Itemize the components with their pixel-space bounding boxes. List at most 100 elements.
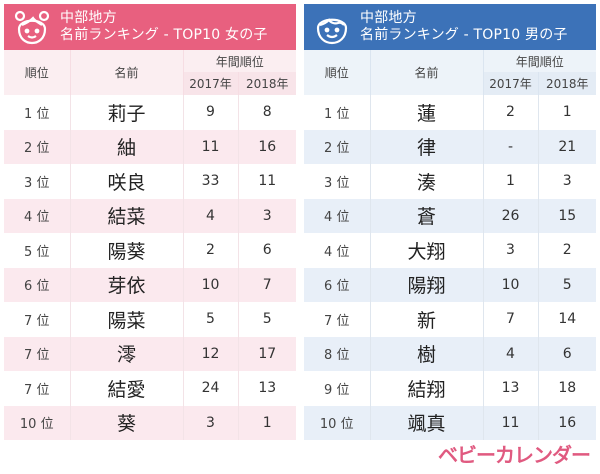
girls-ranking-panel: 中部地方 名前ランキング - TOP10 女の子 順位 名前 年間順位 2017… — [4, 4, 297, 440]
rank-2018-cell: 1 — [238, 405, 297, 440]
rank-2017-cell: 4 — [183, 198, 239, 233]
name-cell: 陽翔 — [370, 267, 484, 302]
name-cell: 陽菜 — [70, 302, 184, 337]
header-name: 名前 — [370, 50, 484, 95]
table-row: 1 位莉子 9 8 — [4, 95, 296, 130]
header-annual-rank: 年間順位 — [483, 50, 597, 72]
rank-2017-cell: 13 — [483, 371, 539, 406]
boys-ranking-panel: 中部地方 名前ランキング - TOP10 男の子 順位 名前 年間順位 2017… — [304, 4, 597, 440]
girl-face-icon — [14, 10, 50, 45]
table-row: 6 位芽依 10 7 — [4, 267, 297, 302]
header-rank: 順位 — [4, 50, 71, 95]
header-annual-rank: 年間順位 — [183, 50, 297, 72]
rank-2017-cell: 4 — [483, 336, 539, 371]
name-cell: 芽依 — [70, 267, 184, 302]
rank-2018-cell: 3 — [238, 198, 297, 233]
rank-cell: 6 位 — [304, 267, 371, 302]
name-cell: 蒼 — [370, 198, 484, 233]
name-cell: 樹 — [370, 336, 484, 371]
rank-2017-cell: 10 — [183, 267, 239, 302]
rank-cell: 4 位 — [304, 233, 371, 268]
table-row: 4 位結菜 4 3 — [4, 198, 297, 233]
rank-2017-cell: 2 — [183, 233, 239, 268]
rank-cell: 4 位 — [4, 198, 71, 233]
rank-2018-cell: 17 — [238, 336, 297, 371]
table-row: 2 位律 -21 — [304, 129, 597, 164]
rank-2017-cell: 3 — [483, 233, 539, 268]
rank-cell: 7 位 — [304, 302, 371, 337]
rank-cell: 10 位 — [304, 405, 371, 440]
name-cell: 紬 — [70, 129, 184, 164]
rank-2018-cell: 16 — [538, 405, 597, 440]
rank-2018-cell: 5 — [538, 267, 597, 302]
boys-title-subtitle: 名前ランキング - TOP10 男の子 — [360, 27, 568, 43]
rank-2017-cell: 11 — [183, 129, 239, 164]
table-row: 10 位颯真 11 16 — [304, 405, 597, 440]
girls-title-region: 中部地方 — [60, 10, 117, 26]
rank-2018-cell: 15 — [538, 198, 597, 233]
table-row: 2 位紬 11 16 — [4, 129, 297, 164]
rank-cell: 3 位 — [4, 164, 71, 199]
name-cell: 咲良 — [70, 164, 184, 199]
rank-cell: 6 位 — [4, 267, 71, 302]
rank-2017-cell: 10 — [483, 267, 539, 302]
table-row: 5 位陽葵 2 6 — [4, 233, 296, 268]
rank-2017-cell: 7 — [483, 302, 539, 337]
rank-cell: 8 位 — [304, 336, 371, 371]
table-row: 7 位陽菜 5 5 — [4, 302, 296, 337]
boys-title-band: 中部地方 名前ランキング - TOP10 男の子 — [304, 4, 596, 50]
name-cell: 蓮 — [370, 95, 484, 130]
rank-2018-cell: 2 — [562, 242, 572, 259]
rank-cell: 3 位 — [304, 164, 371, 199]
rank-cell: 9 位 — [304, 371, 371, 406]
table-row: 4 位大翔 3 2 — [304, 233, 596, 268]
boy-face-icon — [316, 18, 348, 45]
table-row: 7 位結愛 24 13 — [4, 371, 296, 406]
girls-title: 中部地方 名前ランキング - TOP10 女の子 — [60, 10, 268, 44]
girls-ranking-table: 順位 名前 年間順位 2017年 2018年 1 位莉子 9 8 2 位紬 11 16 … — [4, 50, 297, 440]
name-cell: 陽葵 — [70, 233, 184, 268]
rank-cell: 1 位 — [304, 95, 371, 130]
rank-2017-cell: - — [483, 129, 539, 164]
rank-2018-cell: 8 — [262, 104, 272, 121]
header-2018: 2018年 — [238, 72, 297, 95]
rank-2018-cell: 16 — [238, 129, 297, 164]
name-cell: 新 — [370, 302, 484, 337]
name-cell: 葵 — [70, 405, 184, 440]
rank-cell: 4 位 — [304, 198, 371, 233]
rank-2017-cell: 5 — [183, 302, 239, 337]
name-cell: 大翔 — [370, 233, 484, 268]
rank-cell: 1 位 — [4, 95, 71, 130]
girls-title-subtitle: 名前ランキング - TOP10 女の子 — [60, 27, 268, 43]
table-row: 9 位結翔 13 18 — [304, 371, 596, 406]
header-2017: 2017年 — [483, 72, 539, 95]
rank-2018-cell: 18 — [558, 380, 577, 397]
girls-title-band: 中部地方 名前ランキング - TOP10 女の子 — [4, 4, 296, 50]
rank-2018-cell: 7 — [238, 267, 297, 302]
brand-logo: ベビーカレンダー — [438, 443, 591, 467]
rank-2017-cell: 12 — [183, 336, 239, 371]
boys-title: 中部地方 名前ランキング - TOP10 男の子 — [360, 10, 568, 44]
table-row: 3 位咲良 33 11 — [4, 164, 296, 199]
rank-2017-cell: 11 — [483, 405, 539, 440]
rank-2017-cell: 1 — [483, 164, 539, 199]
name-cell: 澪 — [70, 336, 184, 371]
rank-2017-cell: 24 — [183, 371, 239, 406]
table-row: 7 位澪 12 17 — [4, 336, 297, 371]
rank-2018-cell: 1 — [562, 104, 572, 121]
rank-2018-cell: 14 — [558, 311, 577, 328]
rank-cell: 7 位 — [4, 336, 71, 371]
rank-2018-cell: 6 — [538, 336, 597, 371]
rank-2017-cell: 3 — [183, 405, 239, 440]
table-row: 7 位新 7 14 — [304, 302, 596, 337]
header-2018: 2018年 — [538, 72, 597, 95]
rank-2018-cell: 3 — [562, 173, 572, 190]
rank-2018-cell: 21 — [538, 129, 597, 164]
header-name: 名前 — [70, 50, 184, 95]
name-cell: 結翔 — [370, 371, 484, 406]
rank-2018-cell: 11 — [258, 173, 277, 190]
